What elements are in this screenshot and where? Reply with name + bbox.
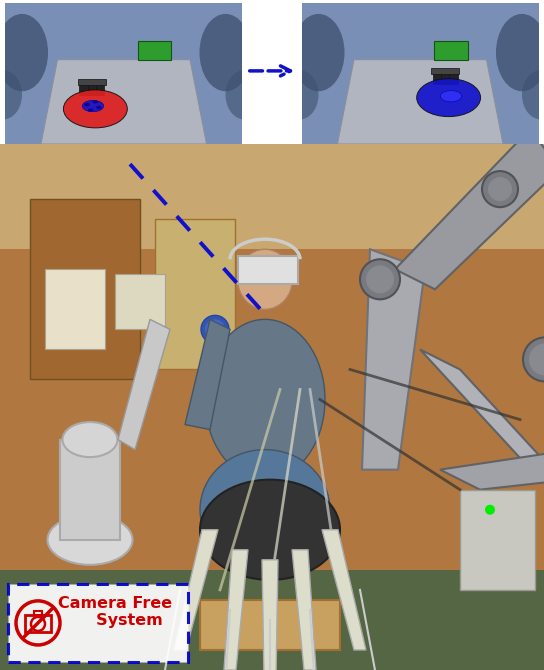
Circle shape xyxy=(64,90,127,128)
Bar xyxy=(79,84,88,94)
Circle shape xyxy=(96,106,102,109)
Ellipse shape xyxy=(200,480,340,580)
Ellipse shape xyxy=(0,14,48,91)
Polygon shape xyxy=(262,560,278,670)
Ellipse shape xyxy=(205,320,325,480)
Bar xyxy=(45,269,105,350)
Ellipse shape xyxy=(238,249,293,310)
Circle shape xyxy=(84,103,90,107)
Bar xyxy=(435,42,467,60)
Ellipse shape xyxy=(47,515,133,565)
Circle shape xyxy=(523,338,544,381)
Ellipse shape xyxy=(82,100,104,112)
Ellipse shape xyxy=(281,70,318,119)
Ellipse shape xyxy=(63,422,118,457)
Bar xyxy=(0,249,544,570)
Circle shape xyxy=(417,78,480,117)
FancyBboxPatch shape xyxy=(8,584,188,662)
Bar xyxy=(88,84,96,94)
Bar xyxy=(30,199,140,379)
Bar xyxy=(460,490,535,590)
Polygon shape xyxy=(5,3,242,144)
Bar xyxy=(34,611,42,615)
Polygon shape xyxy=(302,3,539,144)
Bar xyxy=(238,256,298,284)
Polygon shape xyxy=(395,129,544,289)
Bar xyxy=(432,72,441,84)
Polygon shape xyxy=(41,60,207,144)
Polygon shape xyxy=(322,530,366,650)
Circle shape xyxy=(201,316,229,344)
Polygon shape xyxy=(337,60,503,144)
Bar xyxy=(449,72,458,84)
Ellipse shape xyxy=(293,14,344,91)
Ellipse shape xyxy=(0,70,22,119)
Circle shape xyxy=(235,354,255,375)
Polygon shape xyxy=(420,350,544,500)
Circle shape xyxy=(92,100,98,104)
Polygon shape xyxy=(224,550,248,670)
Bar xyxy=(0,540,544,670)
Ellipse shape xyxy=(440,90,462,102)
Circle shape xyxy=(88,109,94,112)
Circle shape xyxy=(529,344,544,375)
Text: Camera Free
     System: Camera Free System xyxy=(58,596,172,628)
Circle shape xyxy=(360,259,400,299)
Bar xyxy=(96,84,104,94)
Polygon shape xyxy=(185,320,230,429)
Circle shape xyxy=(488,177,512,201)
Bar xyxy=(441,72,449,84)
Bar xyxy=(60,440,120,540)
Circle shape xyxy=(485,505,495,515)
Ellipse shape xyxy=(226,70,263,119)
Ellipse shape xyxy=(200,450,330,570)
Circle shape xyxy=(205,320,225,340)
Bar xyxy=(115,274,165,330)
Bar xyxy=(155,219,235,369)
Bar xyxy=(431,68,459,74)
Polygon shape xyxy=(174,530,218,650)
Bar xyxy=(0,144,544,369)
Ellipse shape xyxy=(522,70,544,119)
Polygon shape xyxy=(362,249,425,470)
Circle shape xyxy=(231,350,259,379)
Circle shape xyxy=(366,265,394,293)
Polygon shape xyxy=(440,440,544,490)
Polygon shape xyxy=(118,320,170,450)
Bar xyxy=(78,79,106,85)
Bar xyxy=(138,42,171,60)
Circle shape xyxy=(482,171,518,207)
Bar xyxy=(200,600,340,650)
Ellipse shape xyxy=(496,14,544,91)
Polygon shape xyxy=(292,550,316,670)
Bar xyxy=(25,615,51,632)
Ellipse shape xyxy=(200,14,251,91)
